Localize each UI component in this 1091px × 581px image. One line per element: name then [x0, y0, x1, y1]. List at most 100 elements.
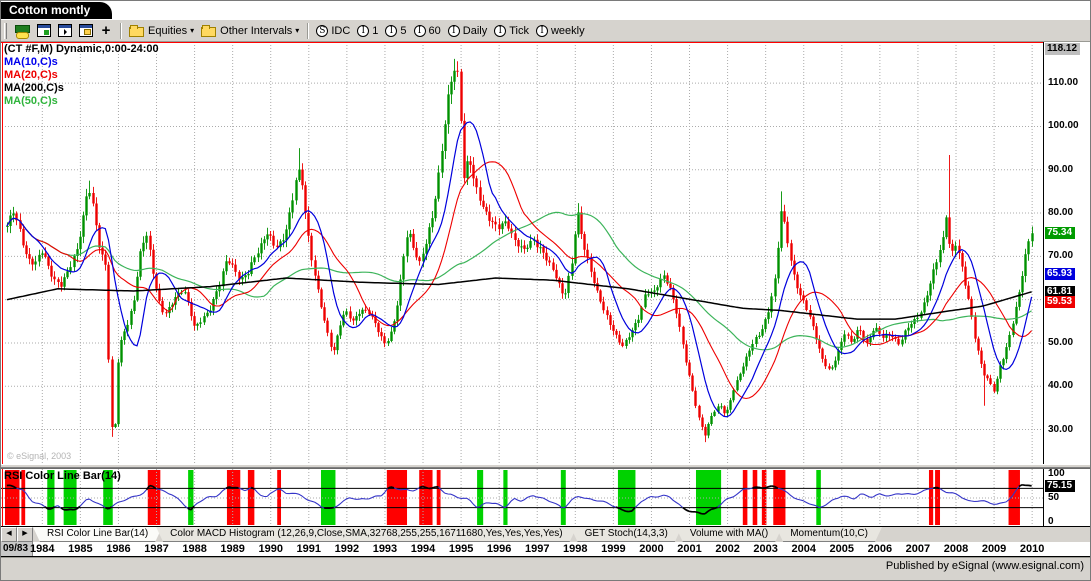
toolbar-label: Equities [148, 24, 188, 37]
year-label: 2000 [639, 543, 664, 555]
indicator-tab[interactable]: Volume with MA() [676, 527, 782, 542]
rsi-plot[interactable] [1, 469, 1043, 526]
toolbar-label: Other Intervals [220, 24, 293, 37]
price-tick-label: 90.00 [1048, 163, 1074, 175]
chevron-down-icon: ▾ [190, 26, 195, 35]
tab-scroll-right-button[interactable]: ▶ [17, 527, 33, 542]
chart-link-window-icon [58, 24, 72, 37]
circle-s-icon: S [316, 24, 329, 37]
year-label: 1984 [30, 543, 55, 555]
rsi-tick-label: 0 [1048, 516, 1054, 527]
year-label: 2008 [943, 543, 969, 555]
circle-i-icon: I [494, 24, 507, 37]
rsi-tick-label: 100 [1048, 468, 1065, 479]
toolbar-label: 1 [372, 24, 379, 37]
toolbar-button-chart-properties[interactable] [76, 21, 96, 41]
toolbar-label: 60 [428, 24, 441, 37]
price-pane[interactable]: 118.12 110.00 100.00 90.00 80.00 70.00 50.00 40… [1, 42, 1090, 464]
year-label: 1997 [524, 543, 550, 555]
status-bar: Published by eSignal (www.esignal.com) [1, 557, 1090, 580]
year-label: 2005 [829, 543, 855, 555]
toolbar-button-daily[interactable]: I Daily [445, 21, 490, 41]
rsi-value-badge: 75.15 [1045, 479, 1076, 492]
year-label: 2003 [753, 543, 778, 555]
year-label: 2001 [677, 543, 702, 555]
indicator-tab[interactable]: Color MACD Histogram (12,26,9,Close,SMA,… [156, 527, 576, 542]
year-label: 1995 [448, 543, 474, 555]
circle-i-icon: I [413, 24, 426, 37]
indicator-tabs-row: ◀ ▶ RSI Color Line Bar(14) Color MACD Histo… [1, 526, 1090, 542]
toolbar-button-add[interactable]: + [97, 21, 115, 41]
toolbar-label: IDC [331, 24, 351, 37]
circle-i-icon: I [385, 24, 398, 37]
price-tick-label: 100.00 [1048, 120, 1079, 132]
folder-icon [129, 24, 144, 37]
year-label: 1998 [563, 543, 588, 555]
year-label: 2004 [791, 543, 816, 555]
year-label: 2006 [867, 543, 893, 555]
rsi-tick-label: 50 [1048, 492, 1060, 503]
year-label: 1987 [144, 543, 169, 555]
toolbar-separator [120, 22, 122, 39]
toolbar-label: weekly [550, 24, 585, 37]
circle-i-icon: I [447, 24, 460, 37]
year-label: 2007 [905, 543, 931, 555]
toolbar-button-quote-board[interactable] [11, 21, 33, 41]
toolbar-separator [307, 22, 310, 39]
circle-i-icon: I [357, 24, 370, 37]
price-tick-label: 40.00 [1048, 380, 1074, 392]
toolbar-label: Daily [462, 24, 488, 37]
pane-splitter[interactable] [1, 464, 1090, 468]
series-start-date: 09/83 [1, 542, 34, 556]
toolbar-grip[interactable] [4, 22, 7, 39]
circle-i-icon: I [535, 24, 548, 37]
toolbar-button-idc[interactable]: S IDC [313, 21, 353, 41]
indicator-tab[interactable]: GET Stoch(14,3,3) [571, 527, 682, 542]
rsi-axis[interactable]: 100 50 0 75.15 [1043, 468, 1090, 527]
page-tab-cotton-monthly[interactable]: Cotton montly [1, 2, 113, 20]
price-tick-label: 110.00 [1048, 77, 1079, 89]
time-axis[interactable]: 09/83 1984 1985 1986 1987 1988 1989 1990 1991 19… [1, 542, 1090, 557]
price-value-badge: 65.93 [1045, 267, 1076, 280]
year-label: 1992 [334, 543, 360, 555]
year-label: 1994 [410, 543, 436, 555]
indicator-tab[interactable]: RSI Color Line Bar(14) [33, 527, 162, 542]
price-tick-label: 30.00 [1048, 423, 1074, 435]
year-label: 2002 [715, 543, 740, 555]
toolbar-button-60[interactable]: I 60 [411, 21, 444, 41]
price-value-badge: 75.34 [1045, 227, 1076, 240]
page-tab-row: Cotton montly [1, 1, 1090, 20]
year-label: 1991 [296, 543, 322, 555]
year-label: 2010 [1019, 543, 1045, 555]
chart-area: 118.12 110.00 100.00 90.00 80.00 70.00 50.00 40… [1, 42, 1090, 527]
year-label: 1996 [486, 543, 512, 555]
price-tick-label: 70.00 [1048, 250, 1074, 262]
price-chart-plot[interactable] [1, 42, 1043, 464]
quote-board-icon [14, 24, 30, 39]
price-tick-label: 50.00 [1048, 336, 1074, 348]
price-value-badge: 61.81 [1045, 285, 1076, 298]
toolbar: + Equities ▾ Other Intervals ▾ S IDC I 1 I 5 I 60 I Da… [1, 19, 1090, 42]
toolbar-button-equities[interactable]: Equities ▾ [126, 21, 197, 41]
new-chart-window-icon [37, 24, 51, 37]
year-label: 1985 [68, 543, 93, 555]
year-label: 1986 [106, 543, 131, 555]
price-tick-label: 80.00 [1048, 207, 1074, 219]
year-label: 1989 [220, 543, 245, 555]
rsi-pane[interactable]: 100 50 0 75.15 RSI Color Line Bar(14) [1, 468, 1090, 527]
publisher-credit: Published by eSignal (www.esignal.com) [885, 560, 1084, 572]
toolbar-button-chart-link-window[interactable] [55, 21, 75, 41]
toolbar-button-new-chart-window[interactable] [34, 21, 54, 41]
toolbar-button-other-intervals[interactable]: Other Intervals ▾ [198, 21, 302, 41]
year-label: 1990 [258, 543, 283, 555]
toolbar-button-tick[interactable]: I Tick [491, 21, 532, 41]
price-axis[interactable]: 118.12 110.00 100.00 90.00 80.00 70.00 50.00 40… [1043, 42, 1090, 464]
toolbar-label: Tick [509, 24, 529, 37]
add-icon: + [101, 22, 111, 39]
tab-scroll-left-button[interactable]: ◀ [1, 527, 17, 542]
indicator-tab[interactable]: Momentum(10,C) [776, 527, 882, 542]
